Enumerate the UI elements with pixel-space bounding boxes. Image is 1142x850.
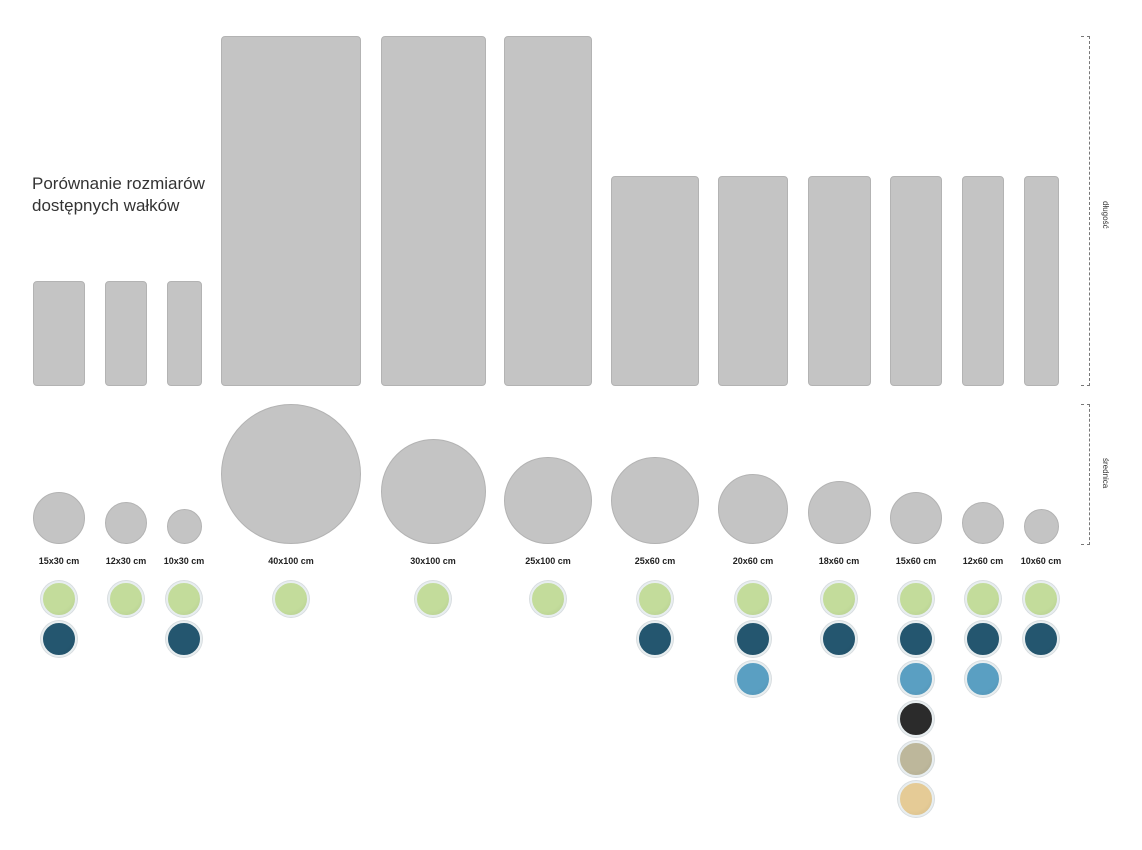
roller-diameter-circle xyxy=(380,439,486,544)
color-swatch-green[interactable] xyxy=(735,581,771,617)
roller-diameter-circle xyxy=(889,491,943,544)
roller-size-label: 20x60 cm xyxy=(732,556,774,566)
color-swatch-navy[interactable] xyxy=(965,621,1001,657)
roller-diameter-circle xyxy=(962,502,1004,544)
color-swatch-navy[interactable] xyxy=(735,621,771,657)
color-swatch-sand[interactable] xyxy=(898,781,934,817)
color-swatch-green[interactable] xyxy=(821,581,857,617)
diameter-axis-label: średnica xyxy=(1101,457,1110,489)
length-bracket xyxy=(1081,36,1090,386)
color-swatch-green[interactable] xyxy=(1023,581,1059,617)
color-swatch-navy[interactable] xyxy=(898,621,934,657)
roller-length-bar xyxy=(504,36,592,386)
roller-length-bar xyxy=(105,281,147,386)
color-swatch-blue[interactable] xyxy=(898,661,934,697)
roller-size-label: 12x30 cm xyxy=(105,556,147,566)
color-swatch-green[interactable] xyxy=(108,581,144,617)
roller-length-bar xyxy=(221,36,361,386)
color-swatch-green[interactable] xyxy=(530,581,566,617)
color-swatch-green[interactable] xyxy=(415,581,451,617)
roller-size-label: 18x60 cm xyxy=(818,556,860,566)
color-swatch-navy[interactable] xyxy=(166,621,202,657)
color-swatch-green[interactable] xyxy=(166,581,202,617)
roller-size-label: 15x60 cm xyxy=(895,556,937,566)
roller-length-bar xyxy=(32,281,86,386)
roller-size-label: 25x100 cm xyxy=(525,556,571,566)
roller-diameter-circle xyxy=(166,509,202,544)
roller-size-label: 12x60 cm xyxy=(962,556,1004,566)
roller-size-label: 40x100 cm xyxy=(268,556,314,566)
roller-length-bar xyxy=(962,176,1004,386)
title-line-2: dostępnych wałków xyxy=(32,196,180,215)
roller-length-bar xyxy=(380,36,486,386)
length-axis-label: długość xyxy=(1101,201,1110,229)
color-swatch-navy[interactable] xyxy=(41,621,77,657)
roller-size-label: 10x30 cm xyxy=(163,556,205,566)
roller-diameter-circle xyxy=(221,404,361,544)
roller-length-bar xyxy=(1023,176,1059,386)
diameter-bracket xyxy=(1081,404,1090,545)
roller-size-label: 30x100 cm xyxy=(410,556,456,566)
roller-length-bar xyxy=(611,176,699,386)
roller-diameter-circle xyxy=(807,481,871,544)
title-line-1: Porównanie rozmiarów xyxy=(32,174,205,193)
roller-diameter-circle xyxy=(504,456,592,544)
roller-size-label: 10x60 cm xyxy=(1020,556,1062,566)
color-swatch-green[interactable] xyxy=(41,581,77,617)
color-swatch-taupe[interactable] xyxy=(898,741,934,777)
color-swatch-green[interactable] xyxy=(898,581,934,617)
roller-diameter-circle xyxy=(32,491,86,544)
color-swatch-blue[interactable] xyxy=(965,661,1001,697)
color-swatch-green[interactable] xyxy=(273,581,309,617)
color-swatch-navy[interactable] xyxy=(821,621,857,657)
roller-size-label: 25x60 cm xyxy=(634,556,676,566)
color-swatch-black[interactable] xyxy=(898,701,934,737)
roller-length-bar xyxy=(807,176,871,386)
roller-length-bar xyxy=(718,176,788,386)
color-swatch-green[interactable] xyxy=(637,581,673,617)
color-swatch-navy[interactable] xyxy=(637,621,673,657)
roller-length-bar xyxy=(166,281,202,386)
roller-diameter-circle xyxy=(105,502,147,544)
color-swatch-green[interactable] xyxy=(965,581,1001,617)
roller-diameter-circle xyxy=(1023,509,1059,544)
color-swatch-navy[interactable] xyxy=(1023,621,1059,657)
color-swatch-blue[interactable] xyxy=(735,661,771,697)
roller-diameter-circle xyxy=(718,474,788,544)
roller-length-bar xyxy=(889,176,943,386)
roller-diameter-circle xyxy=(611,456,699,544)
page-title: Porównanie rozmiarów dostępnych wałków xyxy=(32,173,205,217)
roller-size-label: 15x30 cm xyxy=(38,556,80,566)
